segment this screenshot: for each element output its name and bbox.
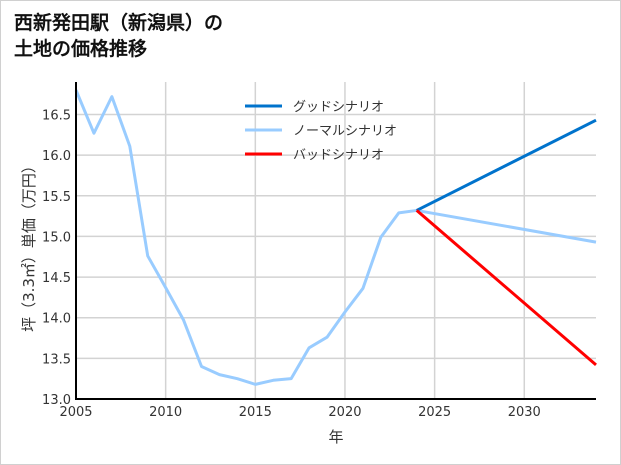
y-tick-label: 16.0 xyxy=(42,149,71,164)
legend-label: バッドシナリオ xyxy=(293,148,384,163)
y-tick-label: 15.0 xyxy=(42,230,71,245)
legend-label: ノーマルシナリオ xyxy=(293,124,397,139)
y-tick-label: 13.5 xyxy=(42,352,71,367)
x-tick-label: 2010 xyxy=(149,405,182,420)
x-tick-label: 2020 xyxy=(328,405,361,420)
y-tick-label: 14.5 xyxy=(42,271,71,286)
x-tick-label: 2005 xyxy=(59,405,92,420)
chart-title-line-2: 土地の価格推移 xyxy=(14,38,148,60)
chart-title: 西新発田駅（新潟県）の 土地の価格推移 xyxy=(14,10,223,62)
y-axis-label: 坪（3.3㎡）単価（万円） xyxy=(20,158,38,332)
y-tick-label: 15.5 xyxy=(42,190,71,205)
x-tick-label: 2025 xyxy=(418,405,451,420)
y-tick-label: 13.0 xyxy=(42,393,71,408)
x-axis-label: 年 xyxy=(328,428,343,446)
series-line xyxy=(415,209,597,366)
x-tick-label: 2015 xyxy=(239,405,272,420)
chart-title-line-1: 西新発田駅（新潟県）の xyxy=(14,12,224,34)
legend-label: グッドシナリオ xyxy=(293,100,384,115)
series-line xyxy=(74,89,597,386)
x-tick-label: 2030 xyxy=(508,405,541,420)
series-line xyxy=(416,118,597,212)
y-tick-label: 14.0 xyxy=(42,312,71,327)
y-tick-label: 16.5 xyxy=(42,109,71,124)
